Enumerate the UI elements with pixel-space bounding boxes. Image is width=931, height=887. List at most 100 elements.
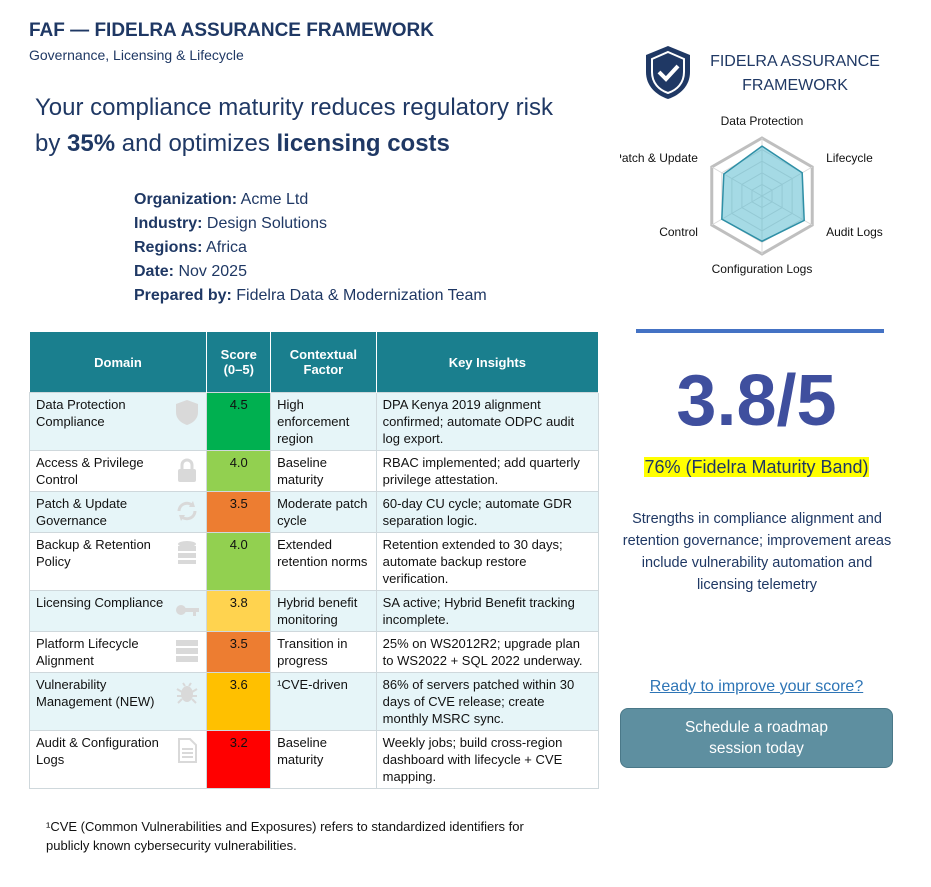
table-row: Access & Privilege Control 4.0 Baseline ma… [28,450,600,492]
column-header: Score (0–5) [206,332,272,393]
improve-link[interactable]: Ready to improve your score? [649,678,864,695]
insight-cell: DPA Kenya 2019 alignment confirmed; auto… [375,392,600,451]
domain-cell: Licensing Compliance [28,590,208,632]
insight-cell: Weekly jobs; build cross-region dashboar… [375,730,600,789]
domain-icon [176,400,199,425]
detail-row: Industry: Design Solutions [134,212,487,236]
radar-axis-label: Patch & Update [620,151,698,165]
insight-cell: 60-day CU cycle; automate GDR separation… [375,491,600,533]
factor-cell: Moderate patch cycle [270,491,377,533]
score-summary: Strengths in compliance alignment and re… [622,511,892,593]
domain-icon [178,541,197,564]
score-cell: 4.0 [206,532,272,591]
table-row: Licensing Compliance 3.8 Hybrid benefit mo… [28,590,600,632]
maturity-band-text: 76% (Fidelra Maturity Band) [644,457,869,477]
insight-cell: 86% of servers patched within 30 days of… [375,672,600,731]
headline-part: and optimizes [121,130,270,157]
column-header: Domain [29,332,208,393]
radar-area [721,145,805,243]
insight-cell: 25% on WS2012R2; upgrade plan to WS2022 … [375,631,600,673]
factor-cell: High enforcement region [270,392,377,451]
factor-cell: Hybrid benefit monitoring [270,590,377,632]
headline-part: 35% [67,130,116,157]
insight-cell: RBAC implemented; add quarterly privileg… [375,450,600,492]
radar-axis-label: Configuration Logs [712,262,813,276]
domain-name: Backup & Retention Policy [36,537,151,569]
report-subtitle: Governance, Licensing & Lifecycle [29,47,244,63]
score-cell: 3.6 [206,672,272,731]
domain-cell: Access & Privilege Control [28,450,208,492]
score-cell: 3.5 [206,631,272,673]
score-cell: 4.5 [206,392,272,451]
radar-chart: Data Protection Lifecycle Audit Logs Config… [620,114,883,276]
radar-axis-label: Audit Logs [826,225,883,239]
domain-icon [176,682,198,704]
insight-cell: Retention extended to 30 days; automate … [375,532,600,591]
detail-label: Regions: [134,239,203,256]
table-row: Audit & Configuration Logs 3.2 Baseline ma… [28,730,600,789]
domain-cell: Vulnerability Management (NEW) [28,672,208,731]
headline-part: licensing costs [276,130,450,157]
radar-axis-label: Control [659,225,698,239]
table-row: Vulnerability Management (NEW) 3.6 ¹CVE-dr… [28,672,600,731]
domain-name: Access & Privilege Control [36,455,144,487]
factor-cell: ¹CVE-driven [270,672,377,731]
domain-cell: Backup & Retention Policy [28,532,208,591]
score-cell: 3.2 [206,730,272,789]
domain-name: Audit & Configuration Logs [36,735,159,767]
detail-value: Africa [206,239,247,256]
domain-cell: Audit & Configuration Logs [28,730,208,789]
detail-row: Prepared by: Fidelra Data & Modernizatio… [134,284,487,308]
roadmap-button[interactable]: Schedule a roadmap session today [620,708,893,768]
table-row: Backup & Retention Policy 4.0 Extended ret… [28,532,600,591]
column-header: Contextual Factor [270,332,377,393]
details: Organization: Acme Ltd Industry: Design S… [134,188,487,308]
factor-cell: Extended retention norms [270,532,377,591]
domain-name: Patch & Update Governance [36,496,128,528]
report-title: FAF — FIDELRA ASSURANCE FRAMEWORK [29,20,434,41]
radar-axis-label: Data Protection [721,114,804,128]
detail-value: Acme Ltd [240,191,309,208]
domain-cell: Platform Lifecycle Alignment [28,631,208,673]
table-row: Data Protection Compliance 4.5 High enforc… [28,392,600,451]
detail-row: Regions: Africa [134,236,487,260]
table-row: Platform Lifecycle Alignment 3.5 Transitio… [28,631,600,673]
domain-name: Vulnerability Management (NEW) [36,677,155,709]
footnote: ¹CVE (Common Vulnerabilities and Exposur… [46,819,524,853]
domain-name: Platform Lifecycle Alignment [36,636,139,668]
detail-label: Date: [134,263,175,280]
factor-cell: Baseline maturity [270,730,377,789]
detail-value: Nov 2025 [178,263,247,280]
domain-table: Domain Score (0–5) Contextual Factor Key In… [28,332,600,789]
headline-part: Your compliance maturity reduces regulat… [35,94,554,157]
detail-value: Fidelra Data & Modernization Team [236,287,487,304]
domain-icon [178,738,198,763]
domain-icon [176,605,200,616]
domain-cell: Data Protection Compliance [28,392,208,451]
domain-cell: Patch & Update Governance [28,491,208,533]
table-row: Patch & Update Governance 3.5 Moderate pat… [28,491,600,533]
table-header: Domain Score (0–5) Contextual Factor Key In… [29,332,600,393]
detail-label: Organization: [134,191,238,208]
domain-icon [176,640,199,662]
domain-name: Licensing Compliance [36,595,164,610]
score-cell: 4.0 [206,450,272,492]
detail-value: Design Solutions [206,215,327,232]
overall-score: 3.8/5 [676,361,837,441]
score-cell: 3.8 [206,590,272,632]
detail-label: Industry: [134,215,203,232]
column-header: Key Insights [376,332,600,393]
domain-name: Data Protection Compliance [36,397,126,429]
factor-cell: Transition in progress [270,631,377,673]
insight-cell: SA active; Hybrid Benefit tracking incom… [375,590,600,632]
factor-cell: Baseline maturity [270,450,377,492]
detail-row: Organization: Acme Ltd [134,188,487,212]
score-cell: 3.5 [206,491,272,533]
domain-icon [177,501,197,521]
divider [636,329,884,333]
radar-axis-label: Lifecycle [826,151,873,165]
brand-name: FIDELRA ASSURANCE FRAMEWORK [710,53,880,94]
headline: Your compliance maturity reduces regulat… [35,90,555,162]
detail-label: Prepared by: [134,287,232,304]
